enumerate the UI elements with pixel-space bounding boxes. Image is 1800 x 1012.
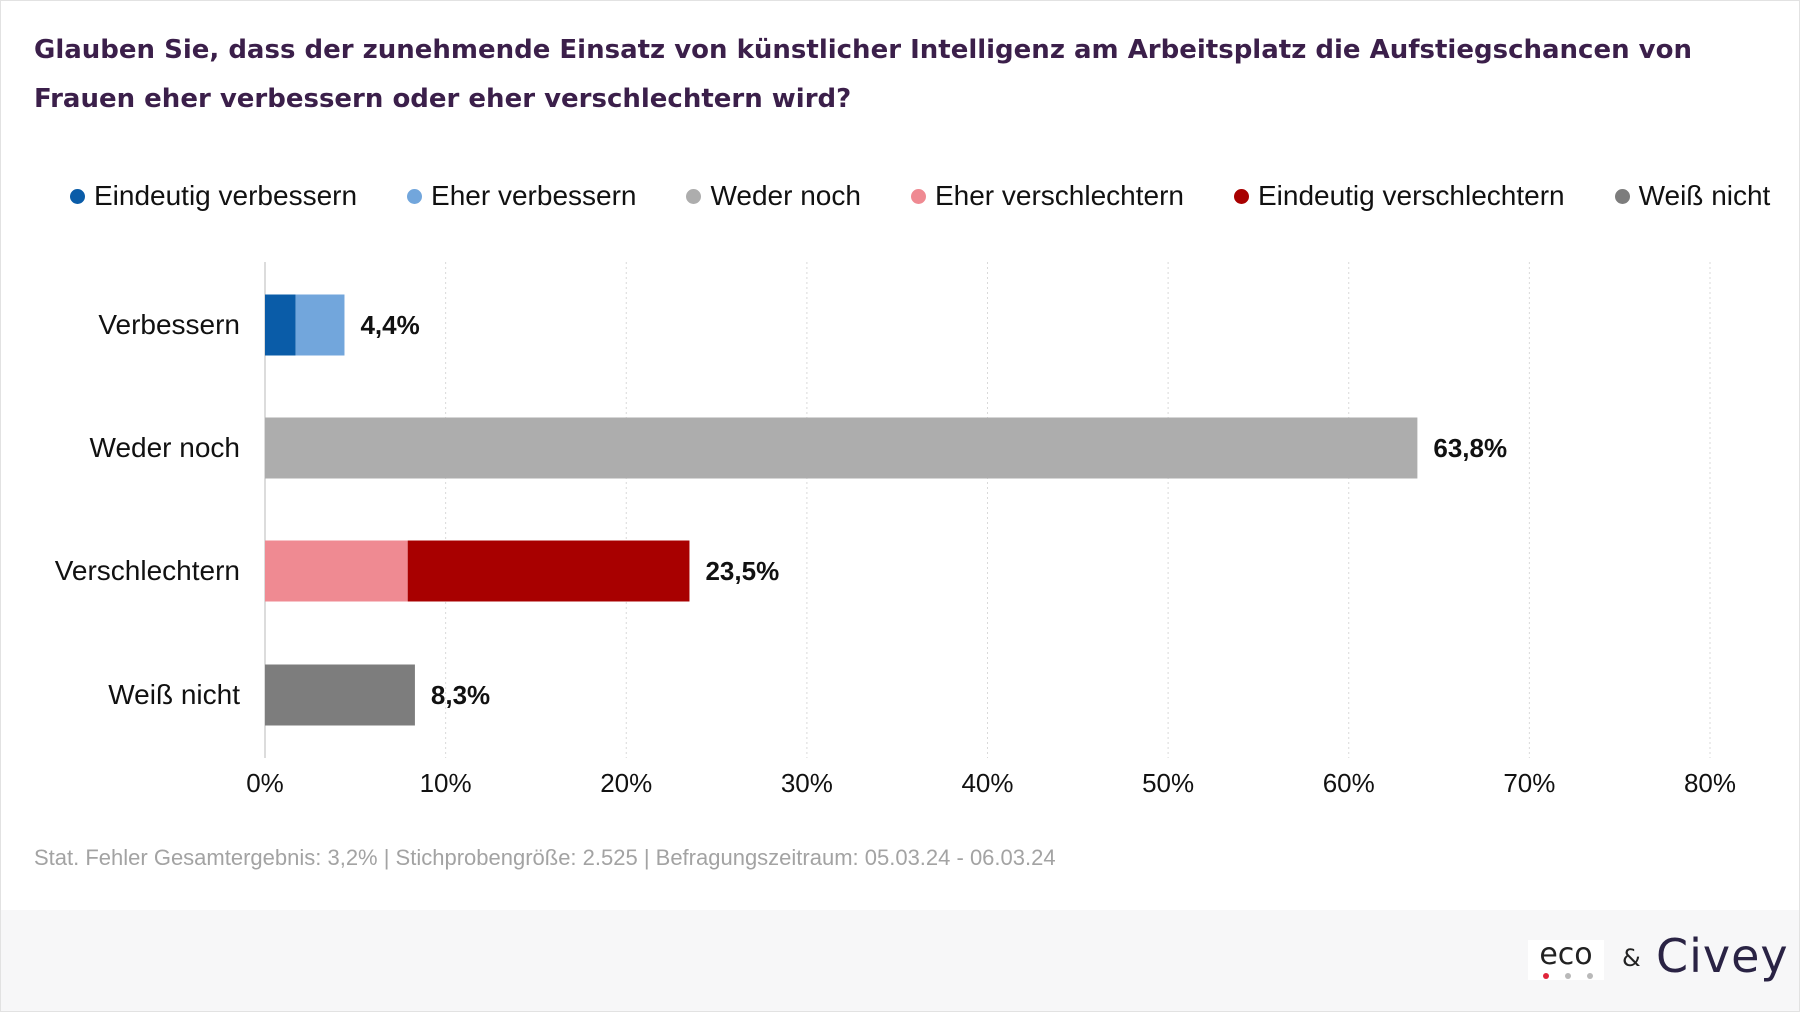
eco-logo-dot [1565,973,1571,979]
category-label: Weder noch [90,432,240,463]
legend-label: Eher verbessern [431,180,637,211]
legend-swatch [407,188,423,204]
x-tick-label: 30% [781,768,833,798]
bar-segment [265,540,408,602]
x-tick-label: 20% [600,768,652,798]
eco-logo-dots [1543,973,1593,979]
bar-segment [295,294,345,356]
legend-swatch [1614,188,1630,204]
legend-item: Eindeutig verschlechtern [1233,180,1565,212]
x-tick-label: 0% [246,768,284,798]
data-label: 23,5% [705,556,779,586]
legend-item: Weiß nicht [1614,180,1771,212]
legend-item: Eindeutig verbessern [70,180,357,212]
legend-swatch [910,188,926,204]
civey-logo: Civey [1656,929,1789,983]
category-label: Verschlechtern [55,555,240,586]
x-tick-label: 60% [1323,768,1375,798]
x-tick-label: 10% [420,768,472,798]
bar-segment [407,540,690,602]
chart-title: Glauben Sie, dass der zunehmende Einsatz… [34,35,1692,114]
eco-logo-dot [1543,973,1549,979]
legend-label: Weder noch [710,180,861,211]
legend-swatch [70,188,85,204]
data-label: 4,4% [360,310,419,340]
legend-item: Eher verbessern [407,180,636,212]
legend-swatch [686,188,702,204]
legend-swatch [1233,188,1249,204]
x-tick-label: 80% [1684,768,1736,798]
footer-bar [1,910,1799,1011]
legend-label: Eindeutig verschlechtern [1257,180,1565,211]
legend-label: Weiß nicht [1638,180,1771,211]
bar-segment [265,417,1418,479]
eco-logo-dot [1587,973,1593,979]
x-tick-label: 50% [1142,768,1194,798]
x-tick-label: 40% [961,768,1013,798]
legend-label: Eindeutig verbessern [94,180,358,211]
category-label: Verbessern [98,309,240,340]
legend-item: Eher verschlechtern [910,180,1184,212]
bar-chart: 0% 10% 20% 30% 40% 50% 60% 70% 80% Verbessern 4,4%… [55,262,1736,798]
category-label: Weiß nicht [108,679,240,710]
bar-segment [265,294,296,356]
legend-item: Weder noch [686,180,861,212]
data-label: 63,8% [1433,433,1507,463]
x-tick-label: 70% [1503,768,1555,798]
bar-segment [265,664,415,726]
footnote: Stat. Fehler Gesamtergebnis: 3,2% | Stic… [34,845,1056,870]
eco-logo-text: eco [1539,937,1593,972]
data-label: 8,3% [431,680,490,710]
chart-legend: Eindeutig verbessern Eher verbessern Weder… [70,178,1800,214]
eco-logo: eco [1528,940,1604,980]
ampersand: & [1622,944,1641,972]
legend-label: Eher verschlechtern [934,180,1184,211]
